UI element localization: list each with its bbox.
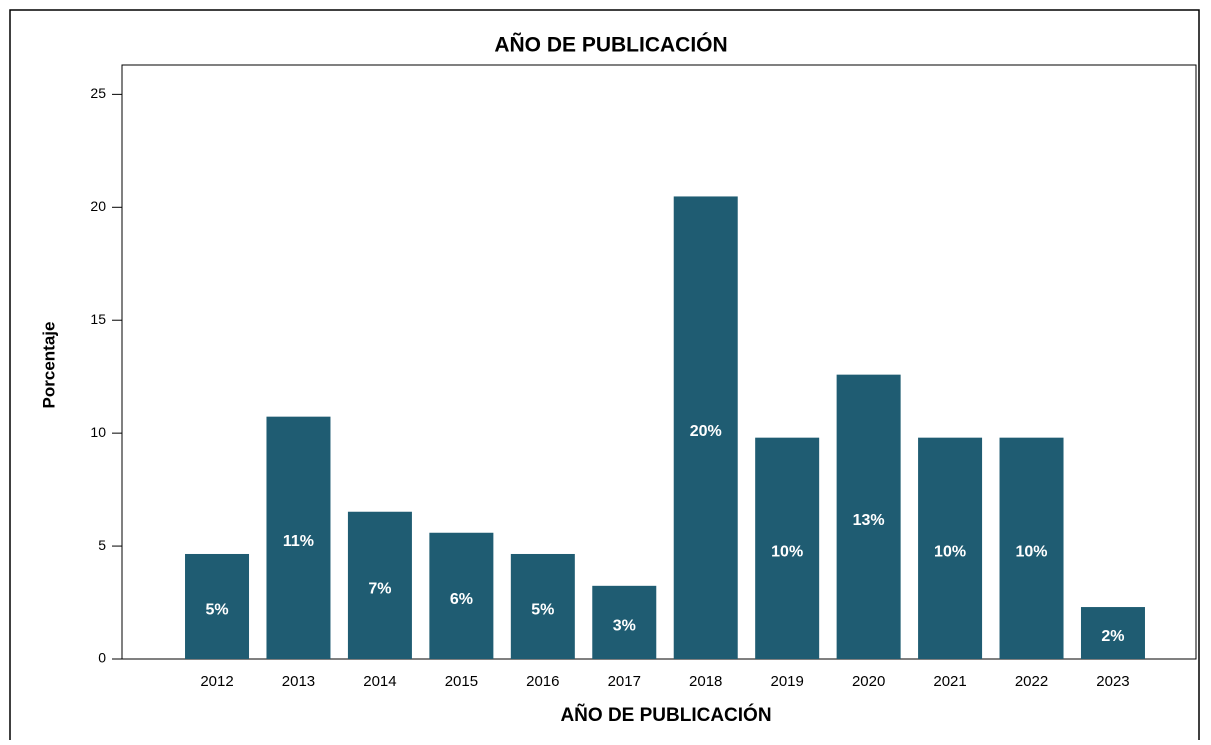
value-label: 3% bbox=[613, 618, 636, 635]
value-label: 20% bbox=[690, 423, 722, 440]
value-label: 10% bbox=[934, 544, 966, 561]
y-tick-label: 10 bbox=[90, 424, 106, 440]
x-tick-label: 2020 bbox=[852, 673, 885, 690]
value-label: 5% bbox=[531, 602, 554, 619]
x-tick-label: 2013 bbox=[282, 673, 315, 690]
y-tick-label: 25 bbox=[90, 85, 106, 101]
y-tick-label: 5 bbox=[98, 537, 106, 553]
value-label: 5% bbox=[205, 602, 228, 619]
value-label: 2% bbox=[1101, 628, 1124, 645]
x-tick-label: 2017 bbox=[608, 673, 641, 690]
bar bbox=[185, 553, 250, 659]
y-tick-label: 15 bbox=[90, 311, 106, 327]
bar bbox=[836, 374, 901, 659]
value-label: 13% bbox=[853, 512, 885, 529]
x-tick-label: 2016 bbox=[526, 673, 559, 690]
bar bbox=[347, 511, 412, 659]
value-label: 11% bbox=[283, 533, 314, 550]
value-label: 7% bbox=[368, 581, 391, 598]
bar bbox=[266, 416, 331, 659]
value-label: 10% bbox=[1016, 544, 1048, 561]
x-tick-label: 2014 bbox=[363, 673, 396, 690]
y-axis-label: Porcentaje bbox=[39, 322, 58, 409]
x-tick-label: 2023 bbox=[1096, 673, 1129, 690]
plot-frame bbox=[121, 64, 1197, 660]
x-axis-label: AÑO DE PUBLICACIÓN bbox=[560, 704, 771, 726]
bar bbox=[592, 585, 657, 659]
x-tick-label: 2018 bbox=[689, 673, 722, 690]
x-tick-label: 2012 bbox=[200, 673, 233, 690]
chart-title: AÑO DE PUBLICACIÓN bbox=[494, 33, 727, 57]
value-label: 10% bbox=[771, 544, 803, 561]
bar bbox=[999, 437, 1064, 659]
x-tick-label: 2021 bbox=[933, 673, 966, 690]
bar bbox=[1080, 607, 1145, 659]
x-tick-label: 2019 bbox=[770, 673, 803, 690]
bar bbox=[510, 553, 575, 659]
bar bbox=[918, 437, 983, 659]
x-tick-label: 2015 bbox=[445, 673, 478, 690]
y-tick-label: 0 bbox=[98, 650, 106, 666]
value-label: 6% bbox=[450, 591, 473, 608]
bar bbox=[755, 437, 820, 659]
x-tick-label: 2022 bbox=[1015, 673, 1048, 690]
bar bbox=[673, 196, 738, 659]
y-tick-label: 20 bbox=[90, 198, 106, 214]
bar bbox=[429, 532, 494, 659]
